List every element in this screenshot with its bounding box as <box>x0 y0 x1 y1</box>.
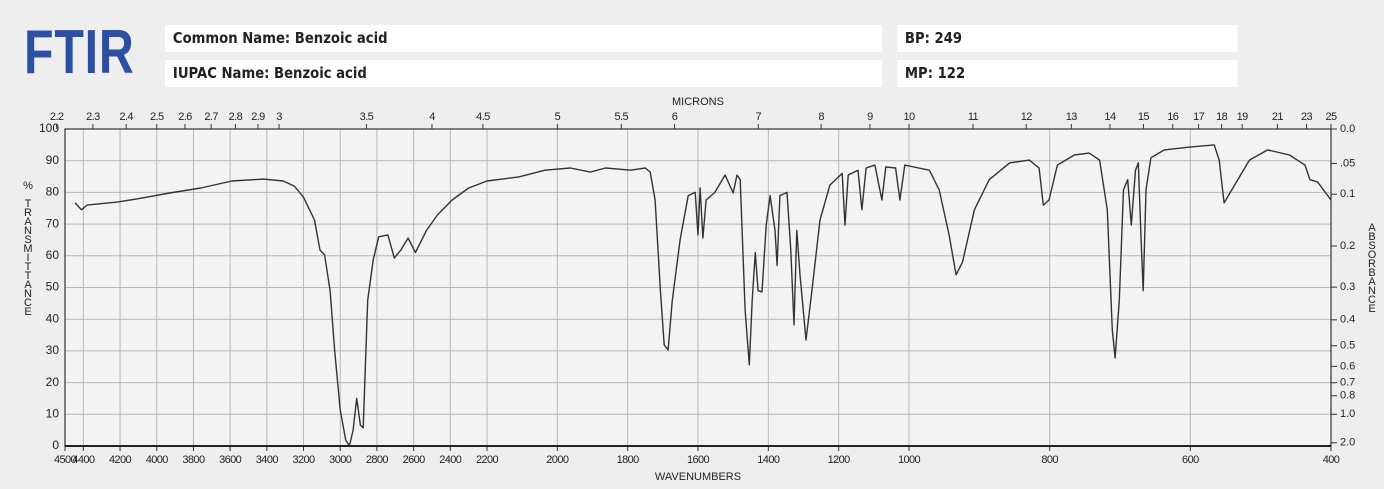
mp-label: MP: <box>904 64 934 82</box>
x2-tick-label: 10 <box>903 111 915 123</box>
y2-tick-label: 0.2 <box>1340 240 1355 252</box>
boiling-point: BP: 249 <box>897 25 1238 52</box>
y-tick-label: 20 <box>46 375 60 389</box>
y2-tick-label: 1.0 <box>1340 408 1355 420</box>
x2-tick-label: 6 <box>672 111 678 123</box>
x2-tick-label: 21 <box>1272 111 1284 123</box>
y2-tick-label: 0.5 <box>1340 340 1355 352</box>
x2-tick-label: 12 <box>1021 111 1033 123</box>
y2-tick-label: 0.4 <box>1340 314 1355 326</box>
x-tick-label: 4000 <box>146 454 169 466</box>
x-tick-label: 1600 <box>687 454 710 466</box>
x2-tick-label: 15 <box>1138 111 1150 123</box>
x2-tick-label: 2.5 <box>150 111 164 123</box>
x2-tick-label: 2.4 <box>119 111 133 123</box>
common-name: Common Name: Benzoic acid <box>165 25 883 52</box>
x2-tick-label: 17 <box>1193 111 1205 123</box>
x-tick-label: 2000 <box>546 454 569 466</box>
x-tick-label: 800 <box>1041 454 1058 466</box>
x-tick-label: 600 <box>1182 454 1199 466</box>
x2-tick-label: 2.9 <box>251 111 265 123</box>
x-axis-label: WAVENUMBERS <box>655 471 741 483</box>
x-tick-label: 400 <box>1323 454 1340 466</box>
x-tick-label: 1400 <box>757 454 780 466</box>
y2-tick-label: 0.7 <box>1340 377 1355 389</box>
y2-tick-label: 0.6 <box>1340 360 1355 372</box>
x-tick-label: 2600 <box>403 454 426 466</box>
melting-point: MP: 122 <box>897 60 1238 87</box>
y-tick-label: 100 <box>39 121 59 135</box>
x-tick-label: 4400 <box>72 454 95 466</box>
x2-tick-label: 5.5 <box>615 111 629 123</box>
x-tick-label: 3200 <box>292 454 315 466</box>
x2-tick-label: 8 <box>818 111 824 123</box>
x2-tick-label: 3 <box>276 111 282 123</box>
x2-tick-label: 18 <box>1216 111 1228 123</box>
mp-value: 122 <box>937 64 966 82</box>
y-tick-label: 0 <box>52 438 59 452</box>
x2-tick-label: 3.5 <box>360 111 374 123</box>
y-tick-label: 30 <box>46 343 60 357</box>
x-tick-label: 4500 <box>54 454 77 466</box>
logo: FTIR <box>24 18 135 87</box>
x2-tick-label: 2.6 <box>178 111 192 123</box>
spectrum-line <box>74 144 1332 447</box>
y2-tick-label: 0.3 <box>1340 281 1355 293</box>
y2-tick-label: 2.0 <box>1340 437 1355 449</box>
y2-tick-label: .05 <box>1340 157 1355 169</box>
x-tick-label: 2200 <box>476 454 499 466</box>
bp-value: 249 <box>934 29 963 47</box>
x2-tick-label: 19 <box>1237 111 1249 123</box>
x-tick-label: 2400 <box>439 454 462 466</box>
x2-tick-label: 4 <box>429 111 435 123</box>
x-tick-label: 4200 <box>109 454 132 466</box>
x2-axis-label: MICRONS <box>672 96 724 108</box>
x2-tick-label: 7 <box>756 111 762 123</box>
x-tick-label: 3800 <box>182 454 205 466</box>
y-tick-label: 40 <box>46 311 60 325</box>
x2-tick-label: 23 <box>1301 111 1313 123</box>
iupac-name: IUPAC Name: Benzoic acid <box>165 60 883 87</box>
x2-tick-label: 9 <box>867 111 873 123</box>
y-tick-label: 70 <box>46 216 60 230</box>
y-tick-label: 50 <box>46 280 60 294</box>
x-tick-label: 2800 <box>366 454 389 466</box>
x-tick-label: 1800 <box>617 454 640 466</box>
y2-tick-label: 0.1 <box>1340 188 1355 200</box>
x2-tick-label: 2.8 <box>229 111 243 123</box>
y-tick-label: 10 <box>46 406 60 420</box>
y-tick-label: 60 <box>46 248 60 262</box>
y-tick-label: 90 <box>46 153 60 167</box>
bp-label: BP: <box>904 29 930 47</box>
x-tick-label: 3000 <box>329 454 352 466</box>
x-tick-label: 3600 <box>219 454 242 466</box>
x-tick-label: 3400 <box>256 454 279 466</box>
y2-tick-label: 0.0 <box>1340 123 1355 135</box>
y2-axis-label: ABSORBANCE <box>1366 222 1378 312</box>
x2-tick-label: 11 <box>968 111 979 123</box>
y-tick-label: 80 <box>46 185 60 199</box>
y2-tick-label: 0.8 <box>1340 390 1355 402</box>
x2-tick-label: 4.5 <box>476 111 490 123</box>
x-tick-label: 1200 <box>828 454 851 466</box>
y-axis-label: % TRANSMITTANCE <box>22 180 34 315</box>
x2-tick-label: 13 <box>1066 111 1078 123</box>
x2-tick-label: 2.3 <box>86 111 100 123</box>
x2-tick-label: 2.7 <box>204 111 218 123</box>
x2-tick-label: 14 <box>1104 111 1116 123</box>
x2-tick-label: 25 <box>1325 111 1337 123</box>
x2-tick-label: 2.2 <box>50 111 64 123</box>
x2-tick-label: 16 <box>1167 111 1179 123</box>
x-tick-label: 1000 <box>898 454 921 466</box>
x2-tick-label: 5 <box>555 111 561 123</box>
